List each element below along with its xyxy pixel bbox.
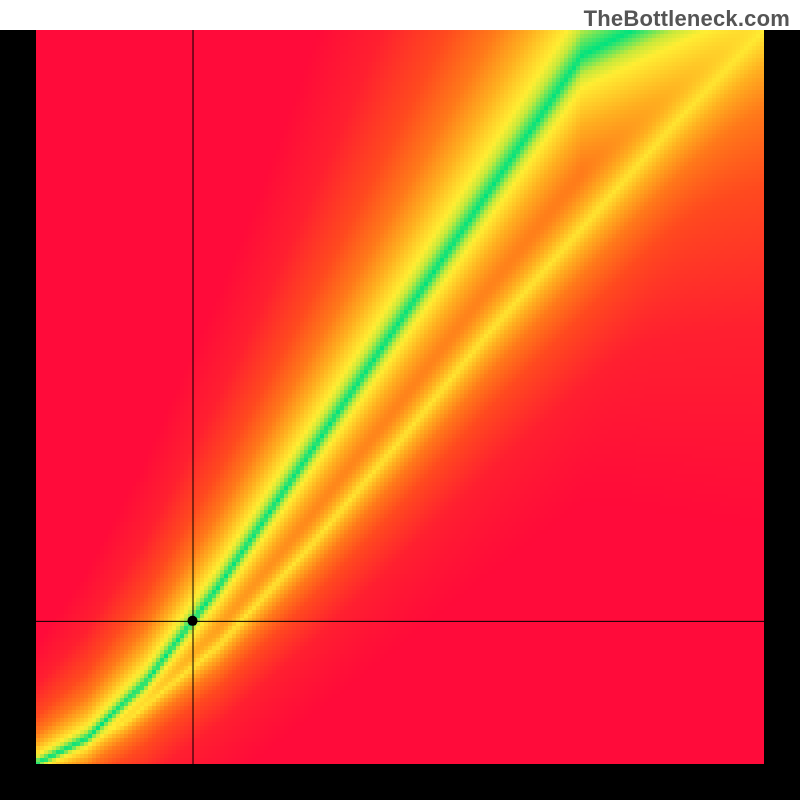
bottleneck-heatmap: [0, 0, 800, 800]
plot-container: [0, 0, 800, 800]
attribution-label: TheBottleneck.com: [584, 6, 790, 32]
chart-frame: TheBottleneck.com: [0, 0, 800, 800]
